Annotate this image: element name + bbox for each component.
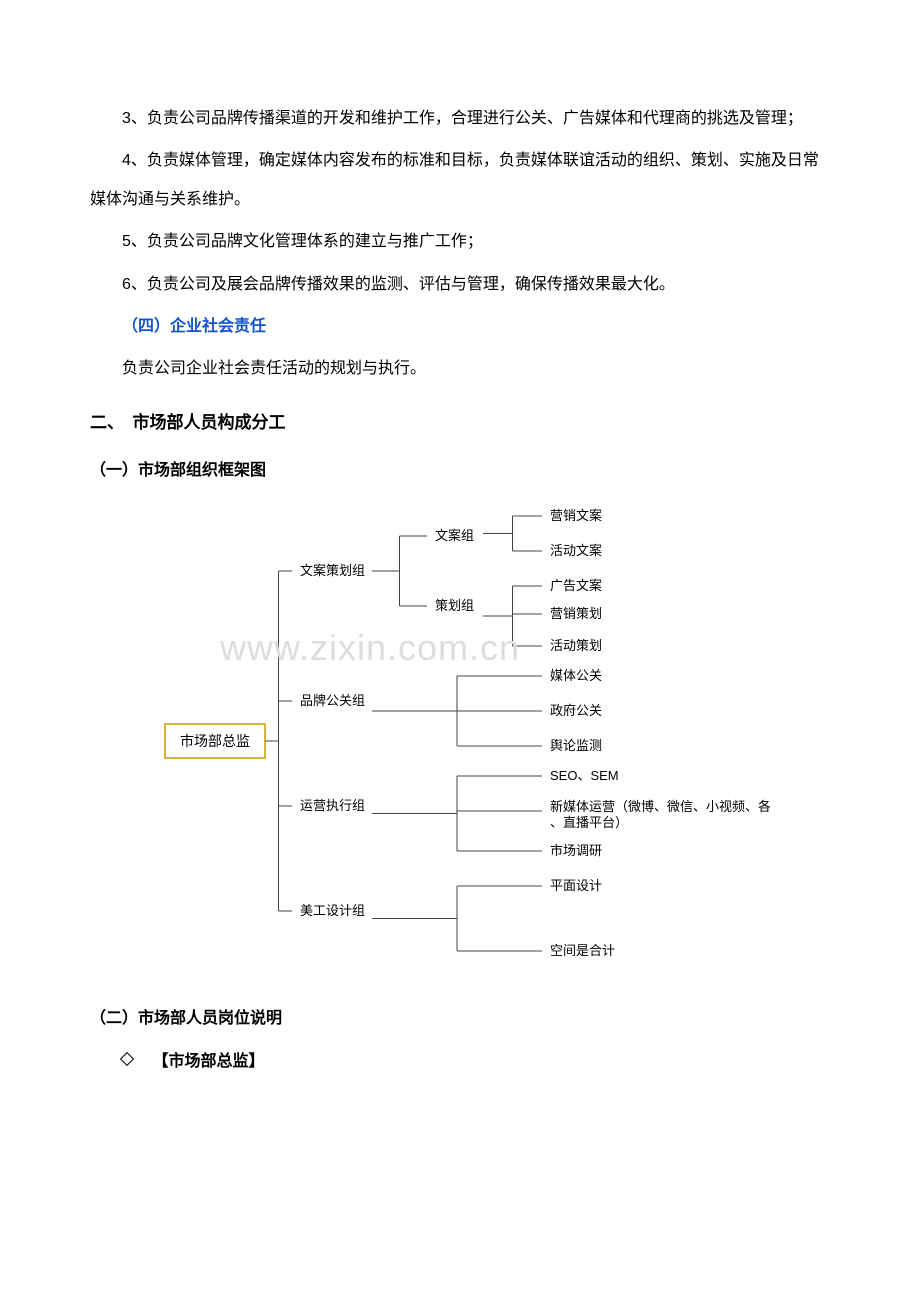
paragraph-5: 5、负责公司品牌文化管理体系的建立与推广工作；: [90, 223, 830, 261]
svg-text:舆论监测: 舆论监测: [550, 738, 602, 753]
svg-text:文案组: 文案组: [435, 528, 474, 543]
paragraph-3: 3、负责公司品牌传播渠道的开发和维护工作，合理进行公关、广告媒体和代理商的挑选及…: [90, 100, 830, 138]
heading-3-roles: （二）市场部人员岗位说明: [90, 1000, 830, 1038]
heading-3-org-chart: （一）市场部组织框架图: [90, 452, 830, 490]
heading-2: 二、 市场部人员构成分工: [90, 403, 830, 444]
svg-text:营销策划: 营销策划: [550, 606, 602, 621]
svg-text:、直播平台）: 、直播平台）: [550, 815, 628, 830]
svg-text:空间是合计: 空间是合计: [550, 943, 615, 958]
svg-text:美工设计组: 美工设计组: [300, 903, 365, 918]
svg-text:运营执行组: 运营执行组: [300, 798, 365, 813]
svg-text:新媒体运营（微博、微信、小视频、各种大号: 新媒体运营（微博、微信、小视频、各种大号: [550, 799, 770, 814]
svg-text:品牌公关组: 品牌公关组: [300, 693, 365, 708]
role-director: 【市场部总监】: [90, 1043, 830, 1081]
paragraph-6: 6、负责公司及展会品牌传播效果的监测、评估与管理，确保传播效果最大化。: [90, 266, 830, 304]
section-4-paragraph: 负责公司企业社会责任活动的规划与执行。: [90, 350, 830, 388]
svg-text:广告文案: 广告文案: [550, 578, 602, 593]
svg-text:SEO、SEM: SEO、SEM: [550, 768, 619, 783]
org-chart: 市场部总监 文案策划组 文案组 营销文案活动文案策划组 广告文案营销策划活动策划品牌公关…: [90, 496, 830, 986]
svg-text:政府公关: 政府公关: [550, 703, 602, 718]
section-4-title: （四）企业社会责任: [90, 308, 830, 346]
svg-text:市场部总监: 市场部总监: [180, 733, 250, 749]
svg-text:市场调研: 市场调研: [550, 843, 602, 858]
diamond-icon: [120, 1052, 134, 1066]
role-director-label: 【市场部总监】: [152, 1053, 264, 1070]
svg-text:活动策划: 活动策划: [550, 638, 602, 653]
paragraph-4: 4、负责媒体管理，确定媒体内容发布的标准和目标，负责媒体联谊活动的组织、策划、实…: [90, 142, 830, 219]
svg-text:策划组: 策划组: [435, 598, 474, 613]
org-chart-svg: 市场部总监 文案策划组 文案组 营销文案活动文案策划组 广告文案营销策划活动策划品牌公关…: [90, 496, 770, 971]
svg-text:文案策划组: 文案策划组: [300, 563, 365, 578]
svg-text:活动文案: 活动文案: [550, 543, 602, 558]
svg-text:营销文案: 营销文案: [550, 508, 602, 523]
svg-text:媒体公关: 媒体公关: [550, 668, 602, 683]
svg-text:平面设计: 平面设计: [550, 878, 602, 893]
